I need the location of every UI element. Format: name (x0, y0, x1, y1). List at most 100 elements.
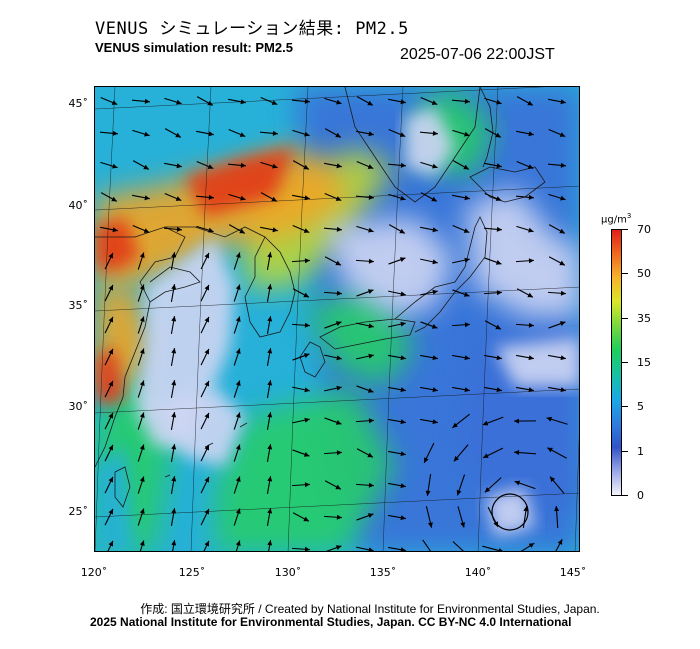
field-patch (95, 147, 345, 287)
wind-arrow (484, 257, 502, 265)
wind-arrow (104, 412, 114, 430)
wind-arrow (516, 386, 534, 393)
colorbar-tick (622, 451, 628, 452)
wind-arrow (227, 162, 247, 168)
wind-arrow (292, 224, 310, 234)
wind-arrow (420, 258, 438, 265)
wind-arrow (420, 386, 438, 393)
wind-arrow (548, 128, 566, 138)
wind-arrow (292, 160, 310, 170)
wind-arrow (137, 316, 145, 334)
wind-arrow (324, 385, 342, 392)
longitude-line (382, 87, 404, 551)
wind-arrow (196, 130, 214, 137)
wind-arrow (323, 226, 343, 232)
wind-arrow (100, 161, 118, 169)
wind-arrow (452, 541, 470, 551)
wind-arrow (233, 316, 241, 334)
wind-arrow (324, 162, 342, 169)
wind-arrow (324, 192, 342, 202)
coastline (244, 236, 296, 338)
wind-arrow (516, 160, 534, 170)
wind-arrow (291, 258, 311, 264)
wind-arrow (132, 194, 150, 201)
wind-arrow (452, 160, 470, 170)
wind-vector-field (99, 96, 568, 551)
wind-arrow (137, 348, 145, 366)
wind-arrow (200, 252, 210, 270)
wind-arrow (324, 321, 342, 329)
wind-arrow (292, 449, 310, 457)
wind-arrow (266, 316, 273, 334)
lat-label-35: 35˚ (68, 299, 89, 312)
field-patch (95, 347, 125, 407)
wind-arrow (452, 194, 470, 201)
wind-arrow (266, 252, 273, 270)
wind-arrow (419, 130, 439, 136)
lon-label-120: 120˚ (80, 566, 108, 579)
wind-arrow (170, 476, 177, 494)
wind-arrow (170, 284, 177, 302)
coastline (319, 318, 416, 350)
colorbar-label-15: 15 (637, 356, 651, 369)
wind-arrow (324, 97, 342, 105)
wind-arrow (233, 284, 241, 302)
wind-arrow (170, 380, 177, 398)
wind-arrow (451, 98, 471, 104)
coastline (299, 341, 326, 378)
wind-arrow (324, 354, 342, 361)
colorbar-label-70: 70 (637, 223, 651, 236)
wind-arrow (388, 450, 406, 457)
wind-arrow (422, 539, 436, 551)
wind-arrow (170, 540, 177, 551)
wind-arrow (356, 513, 374, 521)
wind-arrow (137, 444, 145, 462)
wind-arrow (228, 193, 246, 201)
wind-arrow (292, 386, 310, 393)
wind-arrow (170, 508, 177, 526)
latitude-line (95, 492, 579, 518)
wind-arrow (292, 512, 310, 522)
lon-label-145: 145˚ (559, 566, 587, 579)
colorbar-tick (622, 318, 628, 319)
concentration-field (95, 87, 579, 551)
wind-arrow (388, 257, 406, 265)
wind-arrow (291, 322, 311, 328)
wind-arrow (324, 256, 342, 266)
longitude-line (574, 436, 579, 551)
wind-arrow (324, 417, 342, 425)
wind-arrow (164, 97, 182, 105)
lon-label-135: 135˚ (369, 566, 397, 579)
coastlines (95, 87, 546, 508)
wind-arrow (514, 480, 536, 490)
wind-arrow (356, 546, 374, 551)
coastline (149, 266, 201, 303)
wind-arrow (323, 514, 343, 520)
wind-arrow (356, 289, 374, 297)
wind-arrow (266, 476, 273, 494)
wind-arrow (547, 290, 567, 296)
wind-arrow (388, 354, 406, 361)
wind-arrow (164, 192, 182, 202)
wind-arrow (452, 257, 470, 264)
wind-arrow (483, 290, 503, 296)
wind-arrow (452, 386, 470, 393)
wind-arrow (266, 380, 273, 398)
colorbar-label-0: 0 (637, 489, 644, 502)
wind-arrow (456, 474, 466, 496)
latitude-line (95, 286, 579, 312)
wind-arrow (324, 545, 342, 551)
wind-arrow (104, 380, 114, 398)
wind-arrow (388, 546, 406, 551)
field-patch (465, 187, 579, 317)
wind-arrow (548, 354, 566, 361)
colorbar-tick (622, 495, 628, 496)
wind-arrow (266, 540, 273, 551)
wind-arrow (546, 416, 568, 425)
wind-arrow (516, 96, 534, 106)
wind-arrow (104, 348, 114, 366)
wind-arrow (388, 514, 406, 521)
wind-arrow (104, 284, 114, 302)
wind-arrow (137, 540, 145, 551)
lat-label-30: 30˚ (68, 400, 89, 413)
